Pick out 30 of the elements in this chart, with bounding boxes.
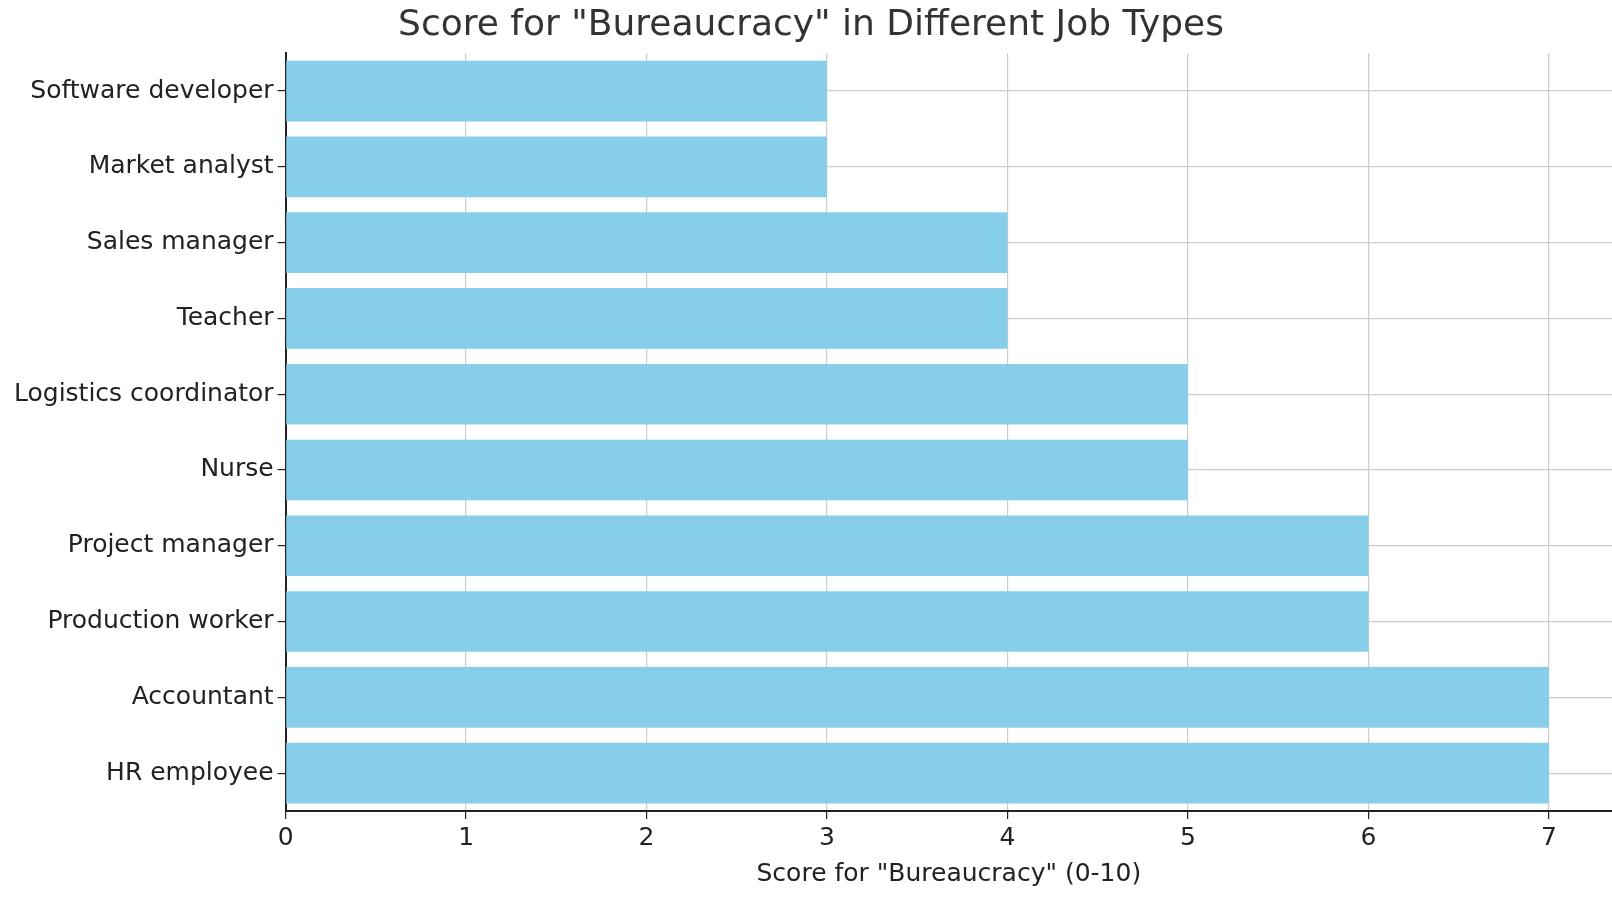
y-tick-label: Software developer	[30, 74, 275, 104]
bar	[286, 288, 1008, 349]
chart-title: Score for "Bureaucracy" in Different Job Types	[398, 1, 1224, 43]
y-tick-label: Sales manager	[86, 226, 275, 256]
x-tick-label: 4	[999, 821, 1016, 851]
bar	[286, 439, 1188, 501]
y-tick-label: HR employee	[106, 756, 274, 786]
x-tick-label: 7	[1540, 821, 1557, 851]
y-tick-label: Nurse	[200, 453, 274, 483]
bar	[286, 515, 1369, 577]
y-tick-label: Project manager	[67, 529, 275, 559]
x-tick-label: 5	[1179, 821, 1196, 851]
x-axis-title: Score for "Bureaucracy" (0-10)	[756, 857, 1142, 887]
x-tick-label: 6	[1360, 821, 1377, 851]
x-tick-label: 3	[819, 821, 835, 851]
y-tick-label: Logistics coordinator	[13, 377, 275, 407]
bar	[286, 667, 1549, 728]
bar	[286, 136, 827, 198]
bar	[286, 742, 1549, 804]
x-tick-label: 1	[458, 821, 475, 851]
x-tick-label: 2	[638, 821, 655, 851]
bar	[286, 363, 1188, 425]
bar	[286, 212, 1008, 273]
y-tick-label: Market analyst	[88, 150, 274, 180]
x-tick-label: 0	[277, 821, 294, 851]
y-tick-label: Teacher	[175, 301, 275, 331]
bar	[286, 60, 827, 122]
y-tick-label: Production worker	[47, 605, 275, 635]
y-tick-label: Accountant	[131, 680, 274, 710]
bar	[286, 591, 1369, 652]
